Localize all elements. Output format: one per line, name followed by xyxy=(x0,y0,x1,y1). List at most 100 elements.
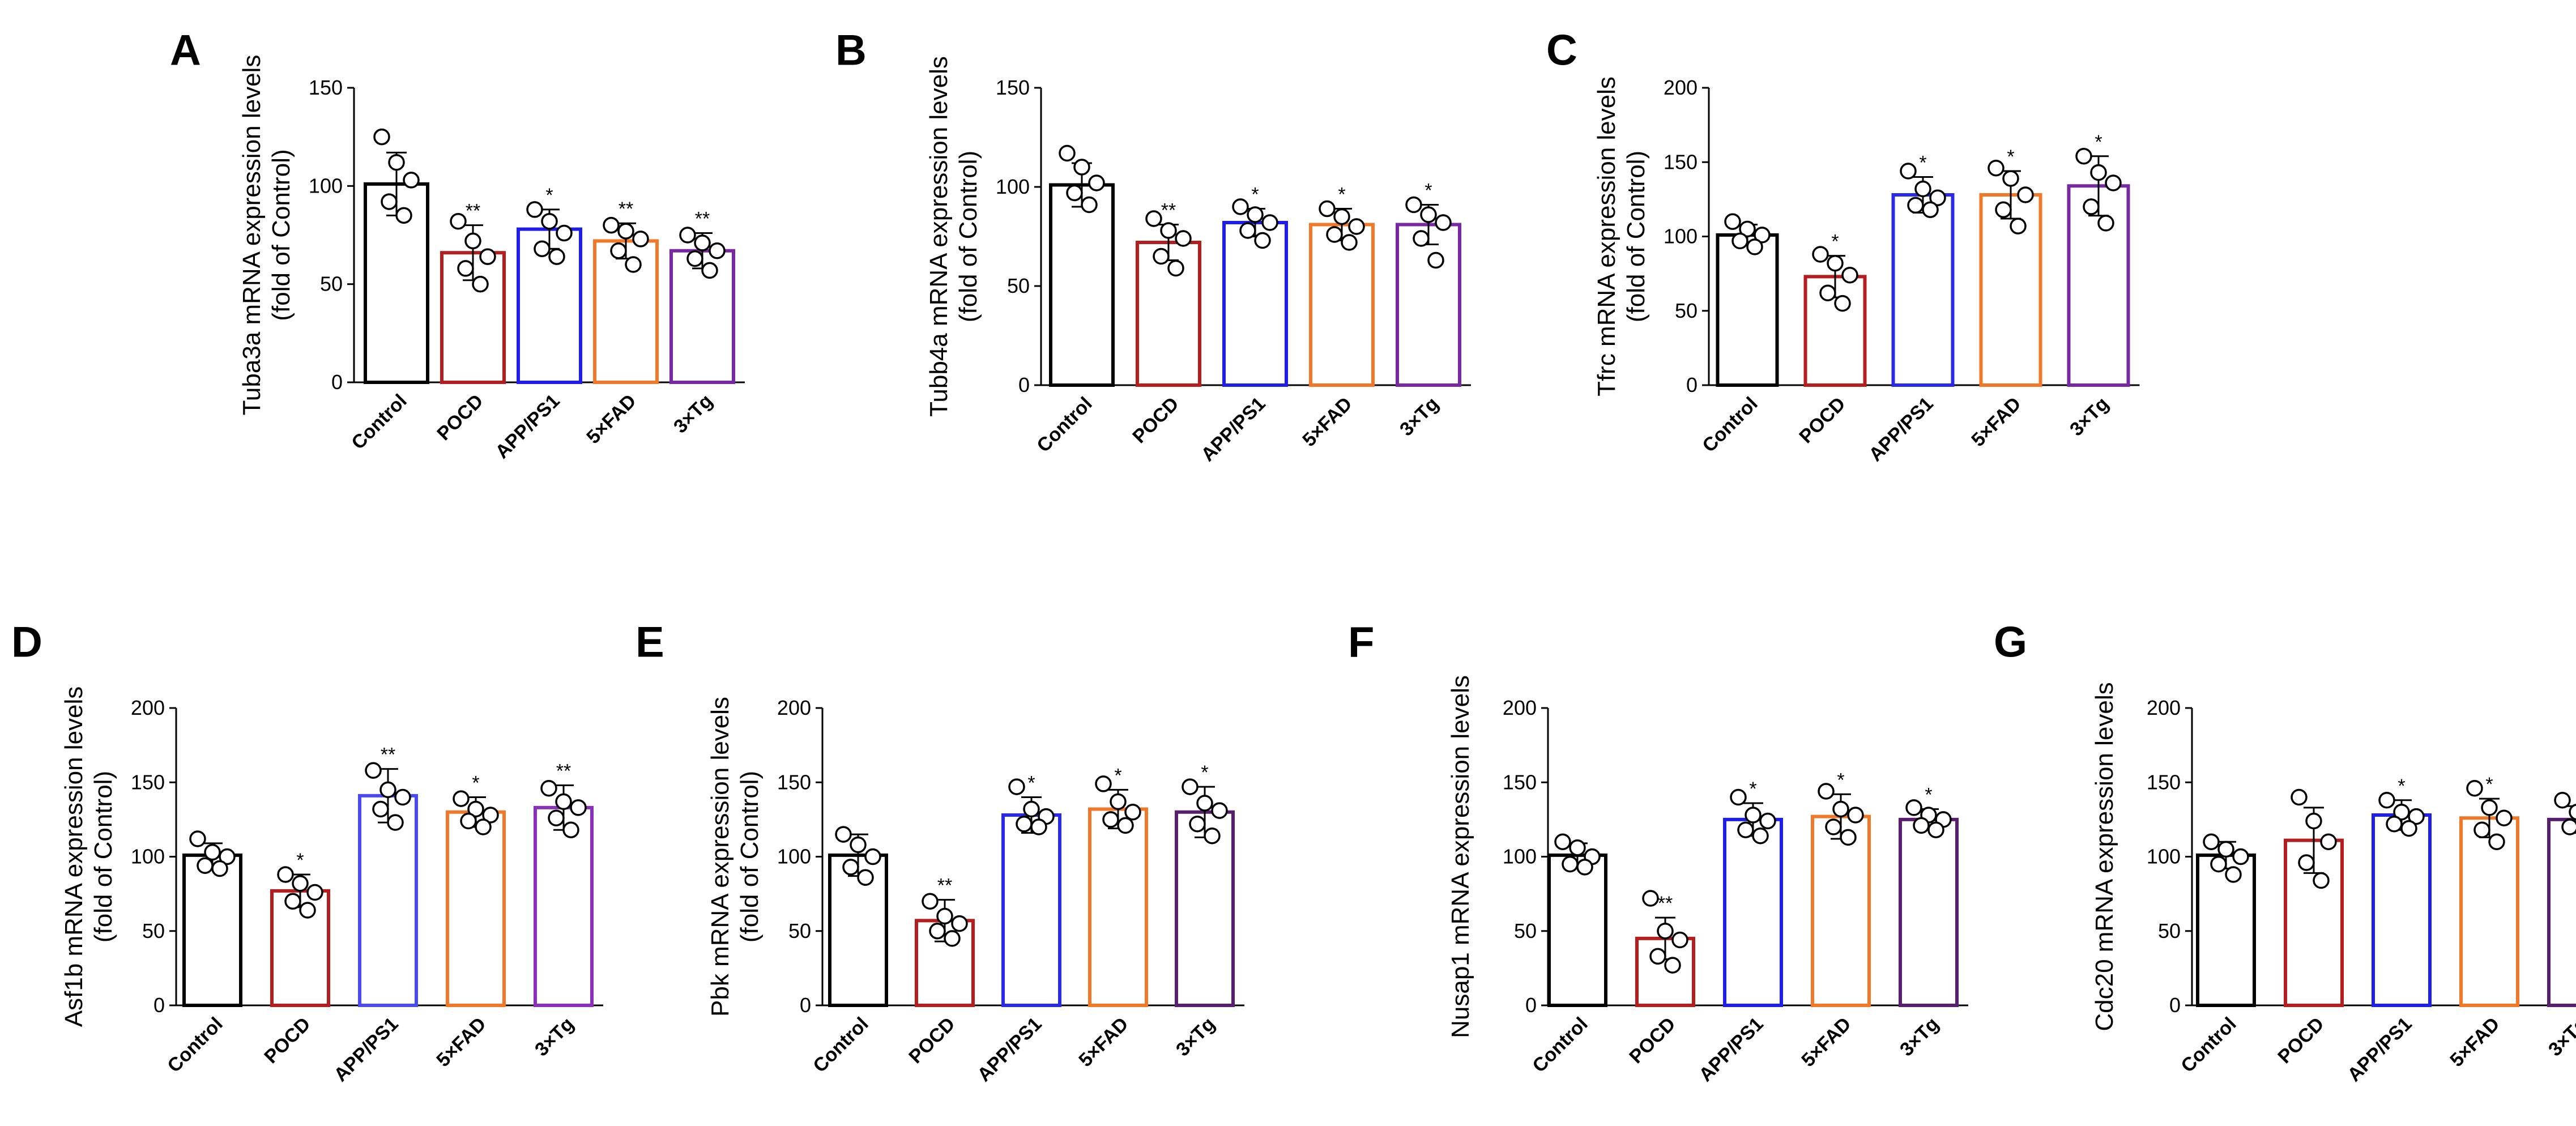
data-point xyxy=(1204,828,1221,844)
data-point xyxy=(548,809,565,826)
significance-label: * xyxy=(2007,146,2014,168)
x-tick-label: POCD xyxy=(2274,1013,2328,1068)
data-point xyxy=(306,884,323,901)
data-point xyxy=(694,234,711,251)
y-tick-label: 200 xyxy=(1503,696,1537,719)
data-point xyxy=(299,902,316,919)
data-point xyxy=(395,207,412,224)
data-point xyxy=(1413,230,1430,247)
data-point xyxy=(1030,818,1047,835)
data-point xyxy=(1840,829,1857,846)
bar xyxy=(1136,241,1201,387)
y-tick-label: 100 xyxy=(2147,845,2181,868)
x-tick-label: 3×Tg xyxy=(531,1013,578,1061)
data-point xyxy=(2090,164,2107,181)
data-point xyxy=(379,781,396,799)
data-point xyxy=(1341,234,1358,251)
data-point xyxy=(2298,854,2315,871)
y-tick-label: 0 xyxy=(1686,373,1698,396)
y-axis-label: Tubb4a mRNA expression levels xyxy=(925,56,953,417)
data-point xyxy=(1211,802,1228,819)
y-axis-label: (fold of Control) xyxy=(736,771,764,942)
chart-panel-b: B Tubb4a mRNA expression levels (fold of C… xyxy=(835,26,1471,466)
data-point xyxy=(1145,210,1162,227)
data-point xyxy=(1929,189,1946,206)
y-tick-label: 150 xyxy=(996,76,1030,99)
data-point xyxy=(1914,180,1931,198)
y-tick-label: 150 xyxy=(1503,770,1537,794)
data-point xyxy=(388,153,405,171)
data-point xyxy=(1834,295,1851,312)
data-point xyxy=(2075,148,2092,165)
data-point xyxy=(1326,226,1343,243)
data-point xyxy=(555,793,572,811)
data-point xyxy=(1095,775,1112,792)
data-point xyxy=(2313,872,2330,889)
bar xyxy=(1309,223,1375,387)
x-tick-label: APP/PS1 xyxy=(1695,1013,1767,1086)
significance-label: ** xyxy=(1658,893,1673,914)
data-point xyxy=(284,893,301,910)
data-point xyxy=(1739,220,1756,238)
data-point xyxy=(1832,800,1849,818)
data-point xyxy=(277,866,294,883)
bar xyxy=(1716,233,1779,387)
x-tick-label: POCD xyxy=(433,390,487,445)
significance-label: * xyxy=(1201,762,1208,783)
data-point xyxy=(2386,816,2403,833)
bar xyxy=(1723,817,1783,1007)
significance-label: * xyxy=(1338,184,1345,206)
y-tick-label: 50 xyxy=(2158,919,2181,942)
bar xyxy=(2372,813,2432,1007)
data-point xyxy=(686,250,703,267)
y-axis-label: Asf1b mRNA expression levels xyxy=(60,686,88,1027)
y-tick-label: 200 xyxy=(777,696,811,719)
data-point xyxy=(394,788,411,806)
y-axis-label: Nusap1 mRNA expression levels xyxy=(1447,675,1474,1038)
y-tick-label: 200 xyxy=(1664,76,1698,99)
x-tick-label: Control xyxy=(1698,393,1762,457)
data-point xyxy=(1160,222,1177,239)
data-point xyxy=(1348,218,1365,235)
significance-label: ** xyxy=(1161,200,1176,221)
data-point xyxy=(2203,833,2220,850)
data-point xyxy=(1232,198,1249,215)
panel-letter: F xyxy=(1348,618,1374,666)
data-point xyxy=(1988,160,2004,177)
data-point xyxy=(1196,795,1213,812)
data-point xyxy=(1110,793,1127,811)
data-point xyxy=(1319,200,1336,217)
data-point xyxy=(1016,816,1033,833)
significance-label: * xyxy=(1425,180,1432,202)
data-point xyxy=(929,923,946,940)
data-point xyxy=(1745,807,1762,824)
data-point xyxy=(2225,866,2242,883)
data-point xyxy=(189,830,206,847)
y-tick-label: 50 xyxy=(1007,274,1030,297)
data-point xyxy=(540,780,557,797)
data-point xyxy=(467,800,484,818)
y-axis-label: Pbk mRNA expression levels xyxy=(706,697,734,1017)
data-point xyxy=(1759,812,1776,830)
data-point xyxy=(835,826,852,843)
panel-letter: D xyxy=(11,618,42,666)
data-point xyxy=(460,812,477,830)
data-point xyxy=(1008,778,1025,795)
data-point xyxy=(1059,144,1076,162)
bar xyxy=(1547,853,1607,1007)
data-point xyxy=(1247,206,1264,223)
x-tick-label: Control xyxy=(809,1013,872,1077)
data-point xyxy=(951,915,968,932)
data-point xyxy=(1420,206,1437,223)
data-point xyxy=(2210,855,2227,873)
data-point xyxy=(2083,198,2100,215)
x-tick-label: 5×FAD xyxy=(582,390,640,448)
x-tick-label: APP/PS1 xyxy=(1197,393,1269,466)
data-point xyxy=(1819,284,1836,301)
significance-label: ** xyxy=(381,744,395,766)
chart-panel-g: G Cdc20 mRNA expression levels 0 50 100 150 20… xyxy=(1994,618,2576,1086)
data-point xyxy=(2488,833,2505,850)
data-point xyxy=(679,227,696,244)
data-point xyxy=(1239,222,1256,239)
significance-label: ** xyxy=(619,198,633,220)
